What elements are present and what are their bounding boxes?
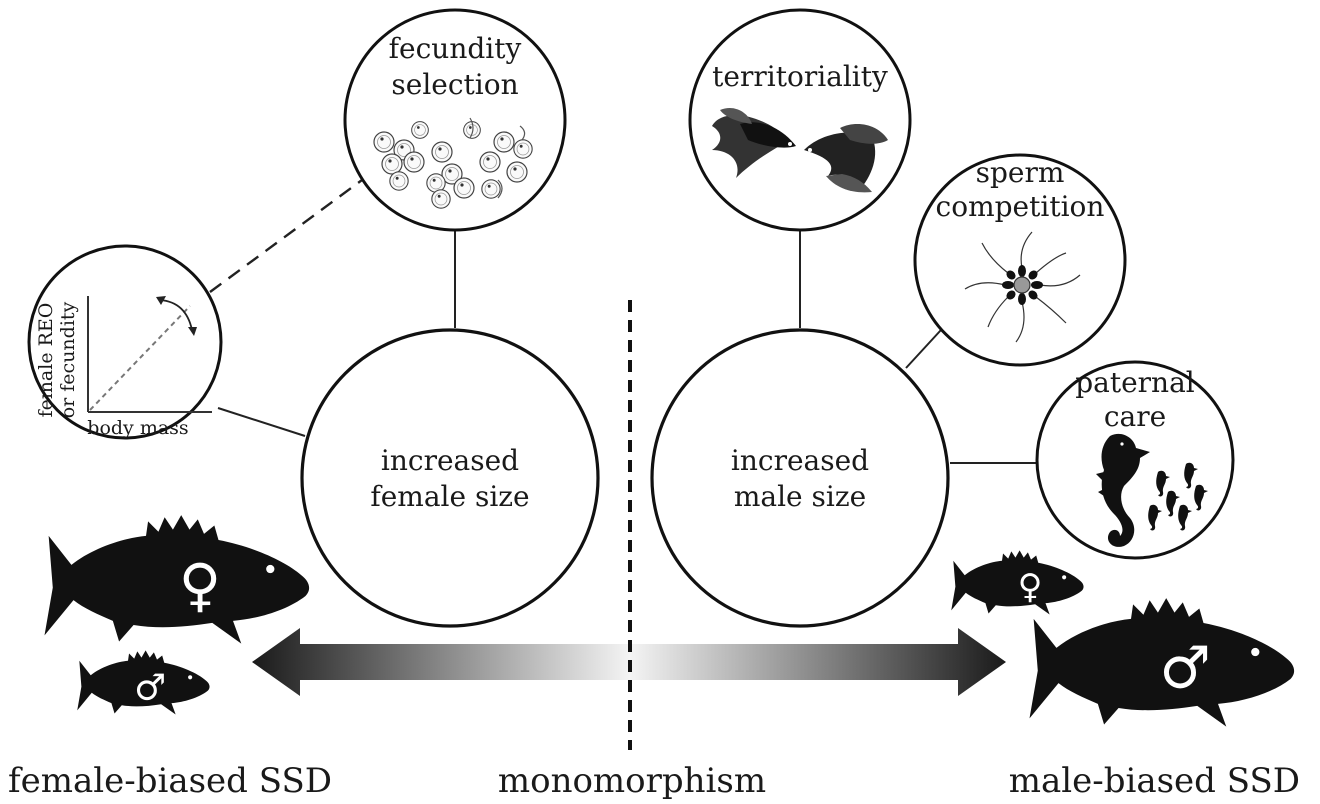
male-biased-ssd-label: male-biased SSD bbox=[1009, 761, 1300, 801]
seahorse-icon bbox=[1096, 433, 1150, 547]
sperm-competition-node: sperm competition bbox=[913, 153, 1127, 367]
fecundity-selection-label-1: fecundity bbox=[389, 32, 522, 65]
female-symbol: ♀ bbox=[179, 551, 221, 619]
ssd-gradient-arrow bbox=[252, 628, 1006, 696]
fecundity-graph-node: female REO or fecundity body mass bbox=[27, 244, 223, 440]
increased-female-size-node: increased female size bbox=[300, 328, 600, 628]
graph-ylabel-line1: female REO bbox=[35, 303, 57, 418]
betta-fish-icon bbox=[712, 107, 888, 193]
female-biased-ssd-label: female-biased SSD bbox=[8, 761, 332, 801]
graph-ylabel-line2: or fecundity bbox=[57, 301, 79, 418]
territoriality-label: territoriality bbox=[712, 60, 888, 93]
graph-xlabel: body mass bbox=[87, 417, 188, 439]
female-biased-fish-group: ♀ ♂ bbox=[44, 515, 310, 715]
territoriality-node: territoriality bbox=[688, 8, 912, 232]
large-female-fish-icon bbox=[44, 515, 310, 644]
curved-double-arrow-icon bbox=[159, 299, 193, 331]
paternal-care-label-1: paternal bbox=[1075, 366, 1195, 399]
dashed-line-graph-to-fecundity bbox=[209, 179, 363, 293]
sperm-cluster-icon bbox=[964, 231, 1081, 343]
monomorphism-label: monomorphism bbox=[498, 761, 766, 801]
increased-male-size-label-1: increased bbox=[731, 444, 869, 477]
graph-trend-line bbox=[89, 305, 191, 411]
increased-female-size-label-1: increased bbox=[381, 444, 519, 477]
paternal-care-node: paternal care bbox=[1035, 360, 1235, 560]
arrow-left-half bbox=[252, 628, 630, 696]
female-symbol-small: ♀ bbox=[1018, 567, 1043, 607]
paternal-care-label-2: care bbox=[1104, 400, 1166, 433]
arrow-right-half bbox=[630, 628, 1006, 696]
fecundity-selection-label-2: selection bbox=[391, 68, 518, 101]
increased-male-size-label-2: male size bbox=[734, 480, 866, 513]
fish-eggs-icon bbox=[373, 117, 533, 209]
baby-seahorses-icon bbox=[1148, 462, 1208, 531]
line-graph-to-female-size bbox=[217, 407, 306, 437]
male-symbol: ♂ bbox=[1159, 634, 1211, 702]
male-symbol-small: ♂ bbox=[134, 668, 166, 709]
increased-female-size-label-2: female size bbox=[370, 480, 529, 513]
increased-male-size-node: increased male size bbox=[650, 328, 950, 628]
sperm-competition-label-2: competition bbox=[936, 190, 1105, 223]
sperm-competition-label-1: sperm bbox=[976, 156, 1065, 189]
fecundity-selection-node: fecundity selection bbox=[343, 8, 567, 232]
male-biased-fish-group: ♀ ♂ bbox=[951, 550, 1295, 727]
